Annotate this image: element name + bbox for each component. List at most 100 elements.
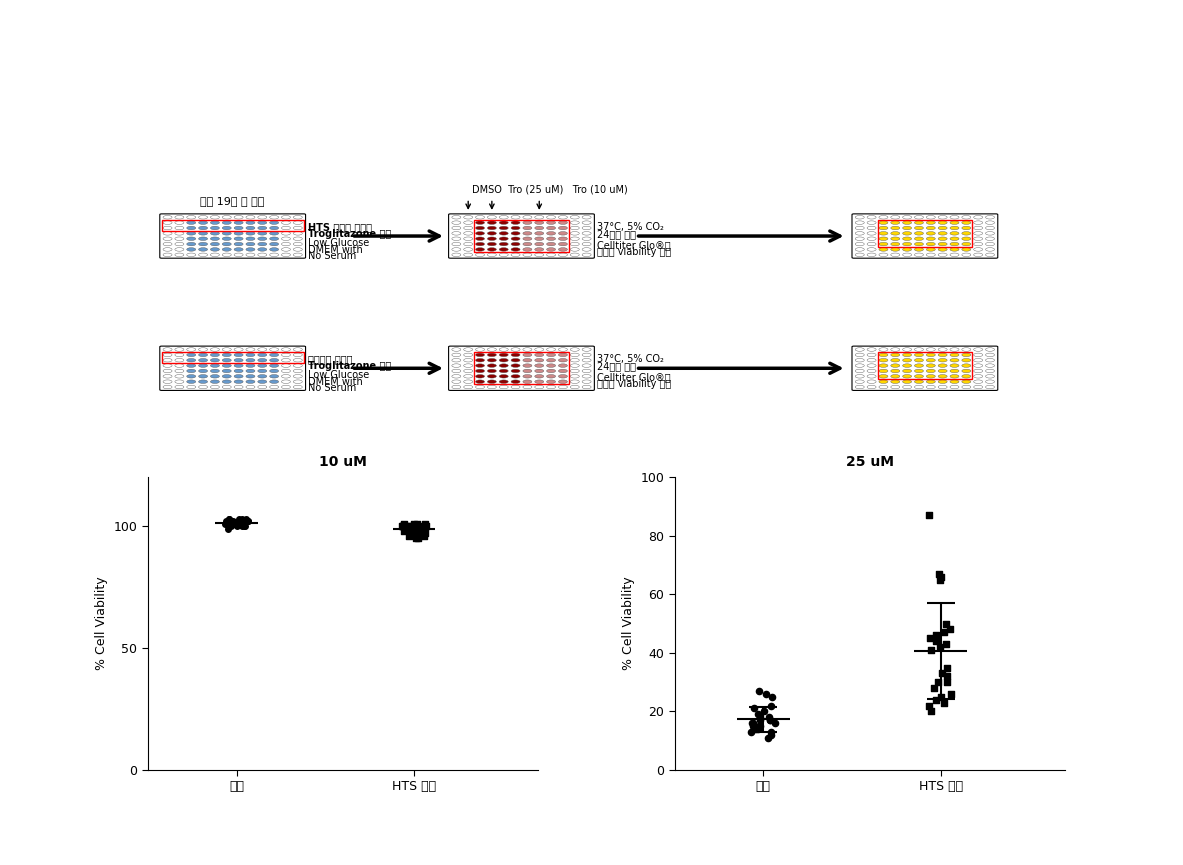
Text: No Serum: No Serum bbox=[309, 251, 356, 261]
Circle shape bbox=[535, 247, 544, 251]
Circle shape bbox=[558, 215, 568, 219]
Circle shape bbox=[211, 232, 219, 235]
Text: 24시간 배양: 24시간 배양 bbox=[597, 362, 636, 371]
Circle shape bbox=[499, 353, 509, 356]
Circle shape bbox=[211, 247, 219, 251]
Circle shape bbox=[487, 232, 497, 235]
Circle shape bbox=[523, 369, 532, 373]
Circle shape bbox=[270, 358, 279, 362]
Circle shape bbox=[187, 385, 195, 388]
Point bbox=[926, 634, 945, 648]
Text: 이용해 viability 측정: 이용해 viability 측정 bbox=[597, 247, 672, 257]
Circle shape bbox=[175, 353, 183, 356]
Circle shape bbox=[246, 375, 256, 378]
Circle shape bbox=[511, 385, 521, 388]
Circle shape bbox=[903, 358, 912, 362]
Circle shape bbox=[950, 375, 959, 378]
FancyBboxPatch shape bbox=[852, 214, 997, 258]
Circle shape bbox=[547, 348, 556, 351]
Text: HTS 기기를 이용한: HTS 기기를 이용한 bbox=[309, 222, 373, 232]
Point bbox=[415, 527, 434, 541]
Circle shape bbox=[962, 380, 971, 383]
Point bbox=[239, 515, 258, 529]
Circle shape bbox=[476, 242, 485, 246]
Circle shape bbox=[855, 364, 865, 368]
Circle shape bbox=[867, 227, 877, 230]
Circle shape bbox=[950, 353, 959, 356]
Point bbox=[926, 693, 945, 707]
Circle shape bbox=[558, 364, 568, 368]
Circle shape bbox=[234, 227, 243, 230]
Point bbox=[935, 625, 953, 639]
Point bbox=[762, 699, 781, 713]
Circle shape bbox=[511, 221, 521, 224]
Circle shape bbox=[487, 237, 497, 240]
Circle shape bbox=[211, 227, 219, 230]
Circle shape bbox=[523, 242, 532, 246]
Circle shape bbox=[234, 247, 243, 251]
Circle shape bbox=[974, 380, 983, 383]
Circle shape bbox=[974, 247, 983, 251]
Circle shape bbox=[199, 364, 207, 368]
Circle shape bbox=[582, 242, 592, 246]
Circle shape bbox=[499, 232, 509, 235]
Point bbox=[750, 719, 769, 733]
Circle shape bbox=[891, 227, 900, 230]
Circle shape bbox=[282, 227, 291, 230]
Circle shape bbox=[903, 380, 912, 383]
Point bbox=[409, 519, 428, 533]
Circle shape bbox=[293, 227, 303, 230]
Circle shape bbox=[246, 253, 256, 257]
Circle shape bbox=[476, 237, 485, 240]
Circle shape bbox=[511, 380, 521, 383]
Circle shape bbox=[464, 215, 473, 219]
Circle shape bbox=[570, 247, 580, 251]
Circle shape bbox=[175, 215, 183, 219]
Point bbox=[215, 516, 234, 530]
Circle shape bbox=[222, 237, 231, 240]
Text: Troglitazone 처리: Troglitazone 처리 bbox=[309, 229, 392, 240]
Point bbox=[761, 714, 780, 727]
Circle shape bbox=[570, 221, 580, 224]
Circle shape bbox=[582, 247, 592, 251]
Circle shape bbox=[234, 353, 243, 356]
Point bbox=[222, 515, 241, 529]
Point bbox=[757, 687, 776, 701]
Point bbox=[931, 573, 950, 586]
Circle shape bbox=[487, 353, 497, 356]
Point bbox=[407, 531, 426, 545]
Circle shape bbox=[163, 385, 172, 388]
Circle shape bbox=[582, 369, 592, 373]
Circle shape bbox=[175, 385, 183, 388]
Circle shape bbox=[974, 358, 983, 362]
Point bbox=[749, 719, 768, 733]
Circle shape bbox=[926, 232, 936, 235]
Circle shape bbox=[499, 348, 509, 351]
Circle shape bbox=[187, 232, 195, 235]
Circle shape bbox=[891, 242, 900, 246]
Circle shape bbox=[855, 237, 865, 240]
Point bbox=[415, 516, 434, 530]
Circle shape bbox=[867, 237, 877, 240]
Point bbox=[219, 519, 238, 533]
Circle shape bbox=[293, 353, 303, 356]
Circle shape bbox=[222, 348, 231, 351]
Circle shape bbox=[547, 358, 556, 362]
Circle shape bbox=[938, 237, 948, 240]
Point bbox=[219, 522, 238, 535]
Circle shape bbox=[867, 215, 877, 219]
Circle shape bbox=[246, 247, 256, 251]
Circle shape bbox=[570, 232, 580, 235]
Circle shape bbox=[499, 253, 509, 257]
Circle shape bbox=[452, 353, 461, 356]
Circle shape bbox=[547, 369, 556, 373]
Point bbox=[931, 689, 950, 703]
Circle shape bbox=[187, 380, 195, 383]
Point bbox=[232, 519, 251, 533]
Circle shape bbox=[891, 369, 900, 373]
Circle shape bbox=[452, 385, 461, 388]
Circle shape bbox=[476, 369, 485, 373]
Circle shape bbox=[211, 348, 219, 351]
Circle shape bbox=[535, 353, 544, 356]
Point bbox=[742, 725, 761, 739]
